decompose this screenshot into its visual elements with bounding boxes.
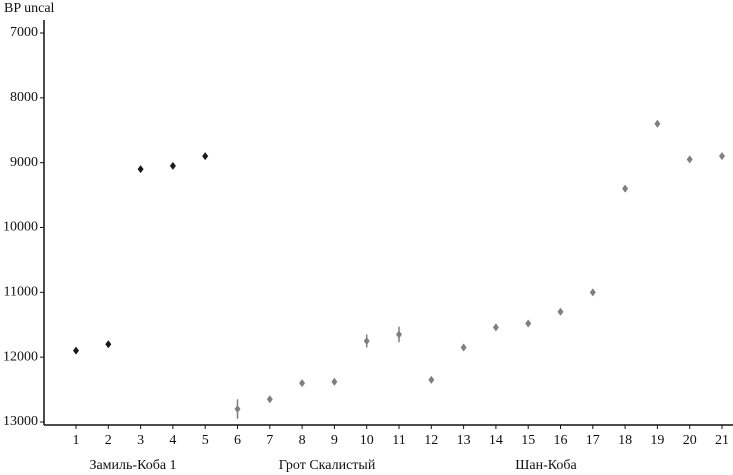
x-tick-label: 9 [331, 433, 338, 448]
point [492, 323, 499, 332]
point [719, 152, 725, 161]
x-tick-label: 7 [266, 433, 273, 448]
x-tick-label: 13 [457, 433, 471, 448]
x-tick-label: 10 [360, 433, 374, 448]
point [105, 340, 112, 349]
x-tick-label: 21 [715, 433, 729, 448]
y-tick-label: 8000 [10, 90, 38, 105]
x-tick-label: 16 [554, 433, 568, 448]
y-tick-label: 12000 [3, 349, 38, 364]
x-tick-label: 19 [650, 433, 664, 448]
point [363, 336, 370, 345]
y-tick-label: 10000 [3, 220, 38, 235]
point [557, 307, 564, 316]
x-tick-label: 4 [169, 433, 176, 448]
x-tick-label: 2 [105, 433, 112, 448]
point [73, 346, 79, 355]
point [589, 288, 596, 297]
point [622, 184, 629, 193]
x-tick-label: 12 [424, 433, 438, 448]
x-tick-label: 3 [137, 433, 144, 448]
group-label: Шан-Коба [515, 458, 577, 473]
x-tick-label: 15 [521, 433, 535, 448]
x-tick-label: 18 [618, 433, 632, 448]
point [428, 375, 435, 384]
group-label: Грот Скалистый [279, 458, 376, 473]
x-tick-label: 20 [683, 433, 697, 448]
x-tick-label: 5 [202, 433, 209, 448]
point [234, 405, 241, 414]
point [331, 377, 338, 386]
x-tick-label: 17 [586, 433, 600, 448]
y-tick-label: 11000 [4, 285, 38, 300]
point [202, 152, 209, 161]
x-tick-label: 14 [489, 433, 503, 448]
point [396, 330, 402, 339]
x-tick-label: 6 [234, 433, 241, 448]
group-label: Замиль-Коба 1 [89, 458, 176, 473]
y-tick-label: 13000 [3, 414, 38, 429]
point [686, 155, 693, 164]
y-axis-title: BP uncal [4, 1, 55, 16]
x-tick-label: 1 [73, 433, 80, 448]
point [460, 343, 467, 352]
y-tick-label: 7000 [10, 25, 38, 40]
point [137, 165, 144, 174]
y-tick-label: 9000 [10, 155, 38, 170]
point [169, 161, 176, 170]
x-tick-label: 11 [392, 433, 405, 448]
point [654, 119, 661, 128]
x-tick-label: 8 [299, 433, 306, 448]
point [299, 379, 306, 388]
point [266, 395, 273, 404]
point [525, 319, 532, 328]
